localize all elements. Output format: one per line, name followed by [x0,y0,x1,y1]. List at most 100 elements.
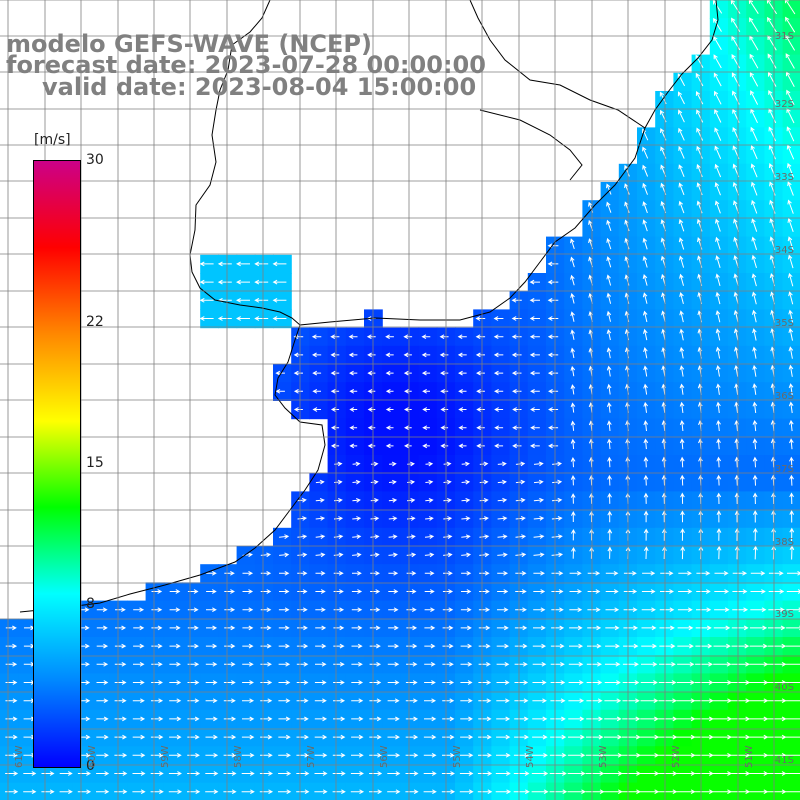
wind-arrow [787,199,794,214]
wind-arrow [785,680,800,685]
wind-arrow [370,552,380,558]
wind-arrow [771,510,776,523]
wind-arrow [676,734,696,740]
wind-arrow [713,54,722,69]
wind-arrow [678,200,685,214]
wind-arrow [388,516,398,521]
wind-arrow [367,407,376,412]
wind-arrow [442,661,454,667]
wind-arrow [205,734,218,740]
wind-arrow [406,625,418,631]
wind-arrow [716,456,722,468]
wind-arrow [187,607,199,613]
wind-arrow [457,334,467,340]
wind-arrow [349,425,358,431]
wind-arrow [604,661,621,667]
wind-arrow [334,497,343,503]
wind-arrow [660,570,674,576]
wind-arrow [443,552,453,558]
wind-arrow [515,589,527,594]
wind-arrow [714,607,730,613]
wind-arrow [731,716,751,722]
wind-arrow [570,475,576,486]
wind-arrow [260,625,272,631]
wind-arrow [369,716,382,722]
wind-arrow [260,680,273,685]
wind-arrow [533,589,546,594]
wind-arrow [242,607,254,613]
wind-arrow [5,625,17,631]
wind-arrow [423,771,437,776]
wind-arrow [751,273,757,287]
wind-arrow [254,316,269,321]
wind-arrow [497,479,507,485]
wind-arrow [296,680,309,685]
wind-arrow [496,643,510,649]
wind-arrow [439,352,449,358]
wind-arrow [512,407,522,412]
wind-arrow [132,771,146,776]
wind-arrow [751,309,757,323]
wind-arrow [388,570,399,576]
wind-arrow [642,219,648,232]
wind-arrow [23,789,37,795]
wind-arrow [259,789,274,795]
wind-arrow [678,164,685,177]
wind-arrow [642,292,648,304]
wind-arrow [788,383,794,395]
wind-arrow [752,328,757,341]
wind-arrow [96,734,109,740]
wind-arrow [497,607,509,613]
wind-arrow [293,352,304,358]
wind-arrow [352,534,362,540]
wind-arrow [406,661,418,667]
wind-arrow [732,607,749,613]
wind-arrow [642,146,649,159]
wind-arrow [351,698,364,704]
wind-arrow [369,734,382,740]
wind-arrow [676,716,696,722]
wind-arrow [587,589,601,594]
wind-arrow [694,734,714,740]
wind-arrow [606,329,612,341]
wind-arrow [421,352,431,358]
wind-arrow [311,334,322,340]
wind-arrow [788,272,794,287]
wind-arrow [314,789,328,795]
wind-arrow [260,589,272,594]
wind-arrow [513,752,530,758]
wind-arrow [571,546,576,559]
wind-arrow [752,474,758,486]
wind-arrow [731,17,741,32]
wind-arrow [385,388,394,394]
wind-arrow [348,334,358,340]
wind-arrow [529,279,540,285]
wind-arrow [133,661,145,667]
wind-arrow [351,625,363,631]
wind-arrow [787,236,794,251]
wind-arrow [767,771,787,776]
wind-arrow [603,771,623,776]
wind-arrow [529,297,540,303]
wind-arrow [224,570,235,576]
wind-arrow [642,273,648,286]
wind-arrow [96,661,109,667]
wind-arrow [622,661,639,667]
wind-arrow [533,625,546,631]
wind-arrow [199,261,214,267]
wind-arrow [643,474,649,486]
wind-arrow [732,570,748,576]
wind-arrow [589,492,594,504]
wind-arrow [315,643,327,649]
wind-arrow [753,545,758,560]
wind-arrow [297,497,307,503]
wind-arrow [607,528,613,541]
wind-arrow [296,698,309,704]
wind-arrow [441,771,455,776]
wind-arrow [511,352,522,358]
wind-arrow [514,698,529,704]
wind-arrow [424,716,437,722]
wind-arrow [642,201,648,214]
wind-arrow [494,388,504,394]
wind-arrow [406,534,416,540]
